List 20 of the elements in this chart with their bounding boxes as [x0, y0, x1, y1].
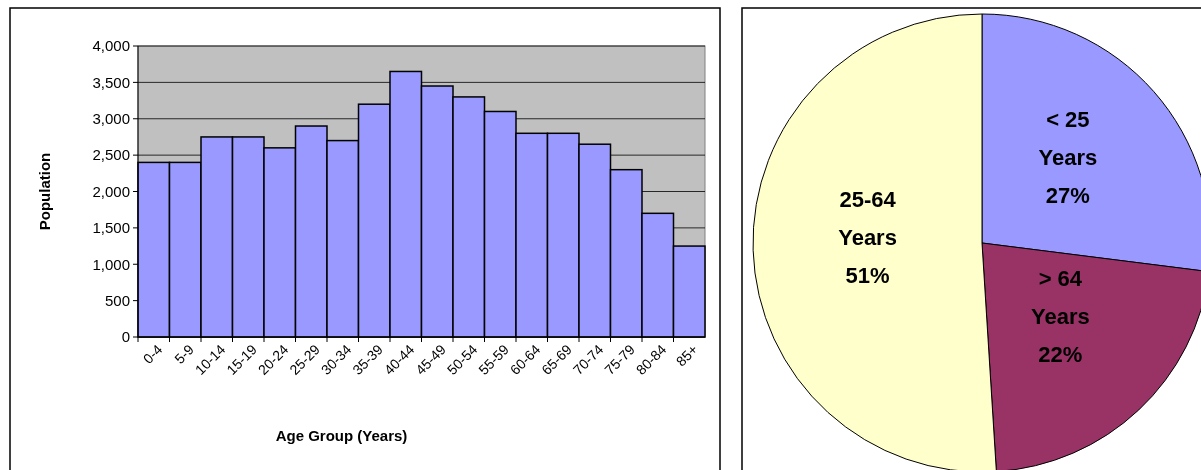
y-tick-label: 0 — [121, 328, 130, 346]
y-tick-label: 4,000 — [92, 37, 130, 55]
y-tick-label: 2,000 — [92, 182, 130, 200]
data-label: 51% — [845, 262, 890, 288]
y-tick-label: 2,500 — [92, 146, 130, 164]
y-tick-label: 500 — [104, 291, 130, 309]
x-tick-label: 0-4 — [139, 341, 166, 367]
y-tick-label: 3,000 — [92, 110, 130, 127]
x-tick-label: 85+ — [672, 341, 701, 370]
slice-label: < 25 Years — [1038, 107, 1098, 171]
data-label: 27% — [1045, 183, 1090, 209]
y-tick-label: 3,500 — [92, 73, 130, 91]
data-label: 22% — [1038, 342, 1083, 368]
x-tick-label: 5-9 — [171, 341, 197, 367]
slice-label: 25-64 Years — [838, 186, 897, 250]
x-axis-title: Age Group (Years) — [275, 427, 408, 444]
y-tick-label: 1,000 — [92, 255, 130, 273]
slice-label: > 64 Years — [1031, 266, 1090, 330]
y-axis-title: Population — [36, 152, 53, 231]
y-tick-label: 1,500 — [92, 219, 130, 237]
